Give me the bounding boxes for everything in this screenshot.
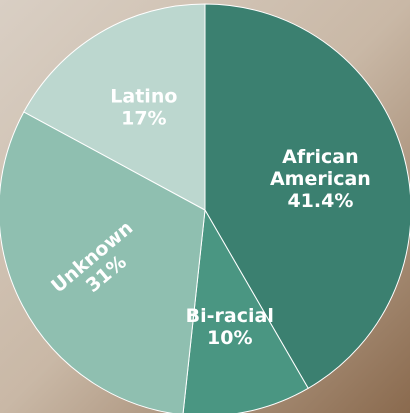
value-label: 10% <box>207 327 252 349</box>
pie-slice <box>204 3 410 389</box>
category-label: African American <box>270 146 371 190</box>
pie <box>0 3 410 413</box>
category-label: Latino <box>110 85 177 107</box>
category-label: Bi-racial <box>186 305 274 327</box>
pie-slice <box>23 3 206 211</box>
pie-slice <box>0 111 206 413</box>
value-label: 41.4% <box>287 190 353 212</box>
value-label: 17% <box>121 107 166 129</box>
pie-slice <box>182 208 309 413</box>
